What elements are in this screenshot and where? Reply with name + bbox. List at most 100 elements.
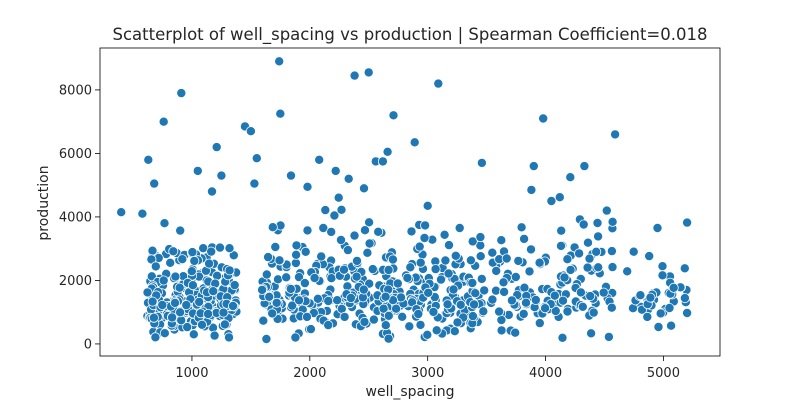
- data-point: [664, 302, 675, 313]
- data-point: [165, 257, 176, 268]
- data-point: [147, 245, 158, 256]
- data-point: [261, 269, 272, 280]
- x-tick-label: 5000: [647, 366, 680, 381]
- data-point: [540, 303, 551, 314]
- data-point: [584, 253, 595, 264]
- data-point: [452, 317, 463, 328]
- data-point: [440, 255, 451, 266]
- data-point: [368, 314, 379, 325]
- data-point: [494, 306, 505, 317]
- data-point: [405, 262, 416, 273]
- data-point: [606, 302, 617, 313]
- data-point: [519, 282, 530, 293]
- data-point: [557, 332, 568, 343]
- data-point: [653, 321, 664, 332]
- data-point: [342, 245, 353, 256]
- data-point: [479, 285, 490, 296]
- data-point: [559, 272, 570, 283]
- data-point: [579, 161, 590, 172]
- data-point: [666, 320, 677, 331]
- data-point: [291, 240, 302, 251]
- data-point: [682, 217, 693, 228]
- data-point: [211, 142, 222, 153]
- data-point: [219, 319, 230, 330]
- data-point: [218, 307, 229, 318]
- data-point: [645, 292, 656, 303]
- data-point: [513, 255, 524, 266]
- data-point: [302, 181, 313, 192]
- data-point: [668, 282, 679, 293]
- data-point: [245, 126, 256, 137]
- data-point: [271, 297, 282, 308]
- data-point: [305, 324, 316, 335]
- data-point: [622, 266, 633, 277]
- data-point: [606, 246, 617, 257]
- data-point: [406, 226, 417, 237]
- data-point: [657, 270, 668, 281]
- data-point: [526, 244, 537, 255]
- data-point: [679, 293, 690, 304]
- data-point: [577, 301, 588, 312]
- data-point: [476, 273, 487, 284]
- data-point: [318, 222, 329, 233]
- data-point: [187, 247, 198, 258]
- data-point: [143, 154, 154, 165]
- data-point: [528, 161, 539, 172]
- data-point: [150, 261, 161, 272]
- data-point: [169, 297, 180, 308]
- data-point: [524, 266, 535, 277]
- data-point: [270, 241, 281, 252]
- y-axis-label: production: [36, 165, 52, 240]
- data-point: [192, 165, 203, 176]
- data-point: [323, 295, 334, 306]
- data-point: [258, 315, 269, 326]
- data-point: [358, 183, 369, 194]
- data-point: [326, 273, 337, 284]
- data-point: [652, 222, 663, 233]
- data-point: [562, 306, 573, 317]
- data-point: [290, 332, 301, 343]
- data-point: [556, 240, 567, 251]
- data-point: [329, 210, 340, 221]
- data-point: [550, 305, 561, 316]
- data-point: [158, 275, 169, 286]
- data-point: [383, 333, 394, 344]
- data-point: [465, 255, 476, 266]
- data-point: [272, 274, 283, 285]
- data-point: [314, 154, 325, 165]
- data-point: [336, 204, 347, 215]
- data-point: [142, 287, 153, 298]
- data-point: [263, 252, 274, 263]
- data-point: [224, 243, 235, 254]
- data-point: [635, 290, 646, 301]
- data-point: [147, 296, 158, 307]
- data-point: [274, 56, 285, 67]
- data-point: [415, 257, 426, 268]
- data-point: [320, 205, 331, 216]
- data-point: [476, 157, 487, 168]
- data-point: [323, 320, 334, 331]
- data-points: [116, 56, 693, 344]
- data-point: [518, 308, 529, 319]
- data-point: [601, 205, 612, 216]
- data-point: [642, 311, 653, 322]
- data-point: [159, 328, 170, 339]
- data-point: [186, 266, 197, 277]
- data-point: [490, 285, 501, 296]
- data-point: [196, 319, 207, 330]
- data-point: [367, 264, 378, 275]
- data-point: [364, 238, 375, 249]
- data-point: [362, 247, 373, 258]
- data-point: [439, 229, 450, 240]
- data-point: [556, 225, 567, 236]
- data-point: [182, 322, 193, 333]
- data-point: [448, 284, 459, 295]
- data-point: [302, 225, 313, 236]
- data-point: [554, 192, 565, 203]
- data-point: [300, 246, 311, 257]
- y-tick-label: 0: [84, 337, 92, 352]
- data-point: [351, 271, 362, 282]
- data-point: [521, 297, 532, 308]
- data-point: [364, 217, 375, 228]
- data-point: [157, 299, 168, 310]
